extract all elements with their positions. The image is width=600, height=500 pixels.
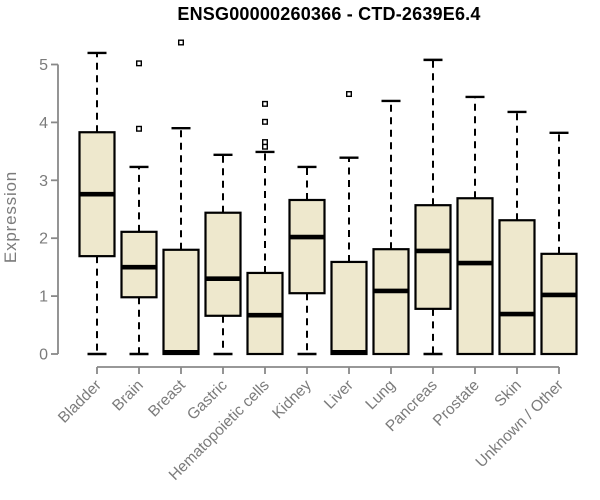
x-category-label-skin: Skin [491, 377, 524, 410]
y-tick-label: 1 [39, 289, 48, 306]
outlier-point [135, 125, 142, 132]
x-category-label-bladder: Bladder [55, 377, 105, 427]
box-prostate [456, 95, 494, 356]
y-tick-label: 4 [39, 115, 48, 132]
box-kidney [288, 165, 326, 356]
x-category-label-breast: Breast [145, 376, 189, 420]
outlier-point [262, 139, 269, 146]
iqr-box [372, 248, 410, 356]
iqr-box [120, 230, 158, 299]
iqr-box [498, 219, 536, 356]
outlier-point [346, 91, 353, 98]
x-category-label-lung: Lung [362, 377, 398, 413]
outlier-point [177, 39, 184, 46]
box-breast [162, 39, 200, 356]
box-bladder [78, 51, 116, 356]
outlier-point [262, 118, 269, 125]
y-tick-label: 3 [39, 173, 48, 190]
x-category-label-kidney: Kidney [269, 377, 315, 423]
box-hematopoietic-cells [246, 100, 284, 356]
box-lung [372, 99, 410, 356]
iqr-box [414, 204, 452, 310]
iqr-box [456, 197, 494, 356]
box-pancreas [414, 58, 452, 356]
x-category-label-liver: Liver [321, 377, 357, 413]
box-unknown-other [540, 131, 578, 356]
box-liver [330, 91, 368, 356]
x-category-label-brain: Brain [109, 377, 147, 415]
outlier-point [262, 143, 269, 150]
outlier-point [135, 60, 142, 67]
chart-title: ENSG00000260366 - CTD-2639E6.4 [177, 4, 481, 24]
iqr-box [540, 252, 578, 356]
iqr-box [162, 248, 200, 356]
box-brain [120, 60, 158, 356]
iqr-box [204, 211, 242, 317]
x-category-label-prostate: Prostate [430, 377, 483, 430]
box-gastric [204, 153, 242, 356]
y-tick-label: 5 [39, 57, 48, 74]
iqr-box [288, 198, 326, 295]
y-tick-label: 0 [39, 347, 48, 364]
box-skin [498, 110, 536, 356]
y-tick-label: 2 [39, 231, 48, 248]
iqr-box [330, 260, 368, 356]
outlier-point [262, 100, 269, 107]
